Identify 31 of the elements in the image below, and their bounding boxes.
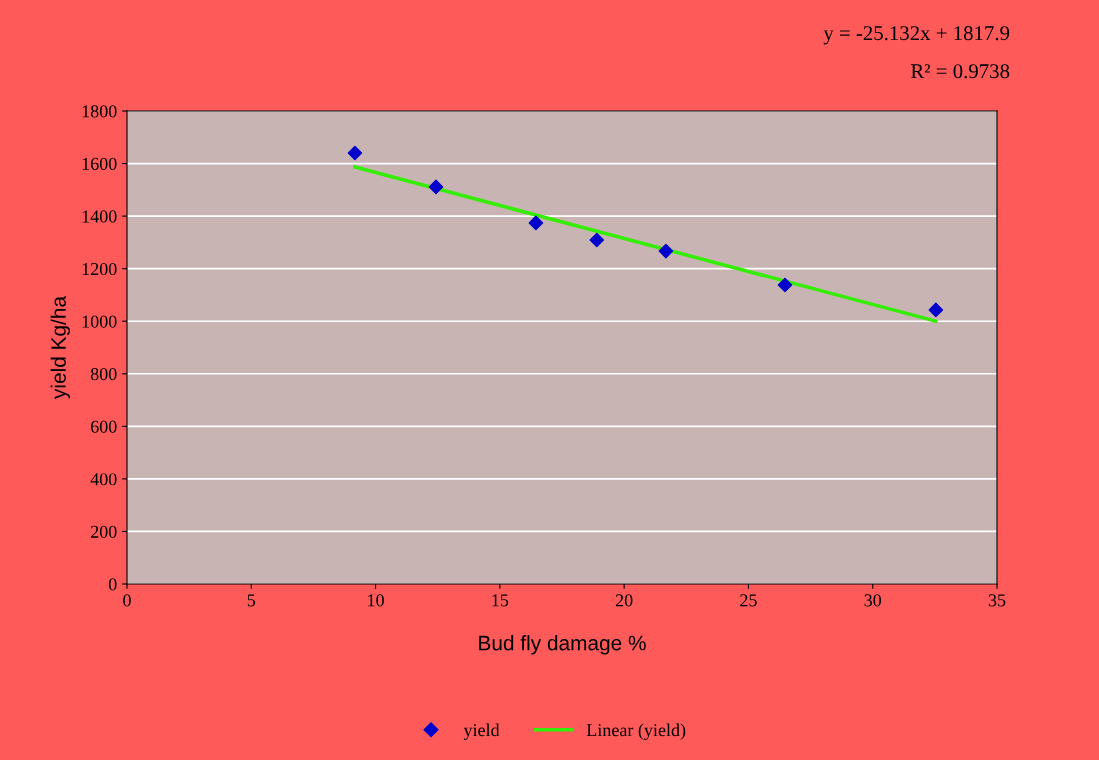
x-tick-label: 35 (988, 594, 1006, 607)
x-axis-title: Bud fly damage % (479, 635, 646, 655)
y-tick-label: 400 (90, 473, 117, 486)
y-tick-label: 1200 (82, 262, 117, 276)
text: R² = 0.9738 (911, 64, 1010, 79)
point (347, 145, 363, 161)
legend-label: yield (463, 723, 500, 740)
y-tick-label: 1800 (82, 105, 117, 118)
point (658, 243, 674, 259)
text: y = -25.132x + 1817.9 (823, 26, 1010, 45)
point (928, 302, 944, 318)
y-axis-title: yield Kg/ha (50, 295, 71, 399)
x-tick-label: 25 (740, 594, 757, 607)
legend-label: Linear (yield) (586, 723, 686, 740)
x-tick-label: 0 (123, 594, 131, 607)
y-tick-label: 200 (90, 525, 117, 538)
point (589, 232, 605, 248)
x-tick-label: 5 (247, 594, 256, 607)
y-tick-label: 600 (90, 420, 117, 433)
y-tick-label: 1600 (82, 157, 117, 170)
x-tick-label: 20 (615, 594, 633, 607)
x-tick-label: 30 (864, 594, 882, 607)
y-tick-label: 1400 (82, 210, 117, 223)
point (428, 179, 444, 195)
y-tick-label: 0 (108, 578, 117, 591)
x-tick-label: 10 (368, 594, 384, 607)
x-tick-label: 15 (492, 594, 509, 607)
point (777, 277, 793, 293)
y-tick-label: 1000 (82, 315, 117, 328)
point (528, 215, 544, 231)
y-tick-label: 800 (90, 368, 117, 381)
